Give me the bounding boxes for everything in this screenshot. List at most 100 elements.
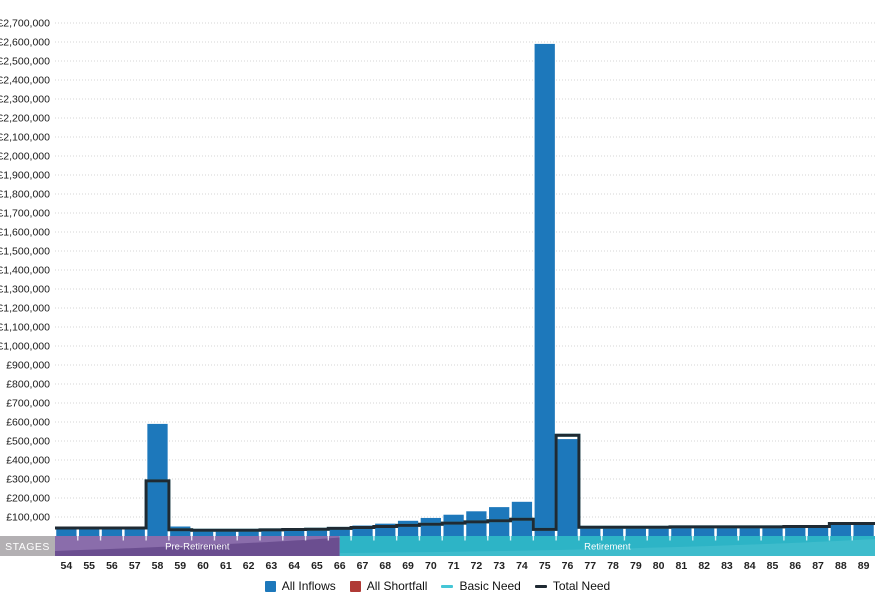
bar-all-inflows-age-71[interactable] xyxy=(443,514,464,536)
bar-all-inflows-age-57[interactable] xyxy=(124,528,145,536)
bar-all-inflows-age-88[interactable] xyxy=(830,524,851,536)
y-axis-label: £1,600,000 xyxy=(0,227,50,239)
y-axis-label: £2,100,000 xyxy=(0,132,50,144)
legend-item-total-need[interactable]: Total Need xyxy=(534,579,611,593)
x-axis-label: 77 xyxy=(584,560,596,572)
bar-all-inflows-age-83[interactable] xyxy=(716,528,738,536)
bar-all-inflows-age-81[interactable] xyxy=(671,528,692,536)
bar-all-inflows-age-54[interactable] xyxy=(56,528,77,536)
y-axis-label: £1,400,000 xyxy=(0,265,50,277)
bar-all-inflows-age-63[interactable] xyxy=(261,530,282,536)
x-axis: 54 55 56 57 58 59 60 61 62 63 64 65 66 67 68 69 70 71 72 73… xyxy=(61,560,870,572)
y-axis-label: £2,400,000 xyxy=(0,75,50,87)
x-axis-label: 67 xyxy=(357,560,369,572)
y-axis-label: £2,200,000 xyxy=(0,113,50,125)
all-shortfall-marker-icon xyxy=(349,580,361,592)
bar-all-inflows-age-80[interactable] xyxy=(648,528,669,536)
bar-all-inflows-age-64[interactable] xyxy=(284,530,305,536)
y-axis: £100,000 £200,000 £300,000 £400,000 £500,000… xyxy=(0,18,875,524)
bar-all-inflows-age-89[interactable] xyxy=(853,524,874,536)
y-axis-label: £1,700,000 xyxy=(0,208,50,220)
x-axis-label: 84 xyxy=(744,560,756,572)
y-axis-label: £1,900,000 xyxy=(0,170,50,182)
stages-band: Pre-Retirement Retirement xyxy=(55,536,875,556)
y-axis-label: £1,500,000 xyxy=(0,246,50,258)
x-axis-label: 69 xyxy=(402,560,414,572)
bar-all-inflows-age-59[interactable] xyxy=(170,526,191,537)
x-axis-label: 87 xyxy=(812,560,824,572)
y-axis-label: £1,800,000 xyxy=(0,189,50,201)
bar-all-inflows-age-82[interactable] xyxy=(694,528,715,536)
bar-all-inflows-age-77[interactable] xyxy=(580,528,601,536)
bar-all-inflows-age-84[interactable] xyxy=(739,527,760,536)
x-axis-label: 88 xyxy=(835,560,847,572)
bar-all-inflows-age-61[interactable] xyxy=(215,531,236,536)
x-axis-label: 70 xyxy=(425,560,437,572)
x-axis-label: 80 xyxy=(653,560,665,572)
bar-all-inflows-age-76[interactable] xyxy=(557,439,578,536)
y-axis-label: £2,600,000 xyxy=(0,37,50,49)
bar-all-inflows-age-69[interactable] xyxy=(397,520,419,536)
y-axis-label: £1,200,000 xyxy=(0,303,50,315)
legend-item-basic-need[interactable]: Basic Need xyxy=(441,579,521,593)
y-axis-label: £300,000 xyxy=(6,474,50,486)
bar-all-inflows-age-75[interactable] xyxy=(534,43,555,537)
x-axis-label: 59 xyxy=(174,560,186,572)
legend-item-label: Basic Need xyxy=(459,579,521,593)
x-axis-label: 83 xyxy=(721,560,733,572)
x-axis-label: 62 xyxy=(243,560,255,572)
stages-header-label: STAGES xyxy=(5,541,50,553)
x-axis-label: 75 xyxy=(539,560,551,572)
total-need-marker-icon xyxy=(534,584,547,588)
x-axis-label: 54 xyxy=(61,560,73,572)
bar-all-inflows-age-85[interactable] xyxy=(762,527,783,536)
x-axis-label: 85 xyxy=(767,560,779,572)
y-axis-label: £1,000,000 xyxy=(0,341,50,353)
legend-item-label: Total Need xyxy=(552,579,611,593)
legend-item-all-inflows[interactable]: All Inflows xyxy=(264,579,336,593)
y-axis-label: £2,300,000 xyxy=(0,94,50,106)
bar-all-inflows-age-72[interactable] xyxy=(466,511,487,536)
x-axis-label: 63 xyxy=(266,560,278,572)
x-axis-label: 71 xyxy=(448,560,460,572)
stage-swoosh xyxy=(339,539,875,556)
x-axis-label: 78 xyxy=(607,560,619,572)
line-total-need xyxy=(55,433,875,532)
bar-all-inflows-age-60[interactable] xyxy=(192,531,214,536)
x-axis-label: 79 xyxy=(630,560,642,572)
bar-all-inflows-age-70[interactable] xyxy=(420,517,441,536)
bar-all-inflows-age-86[interactable] xyxy=(785,527,806,536)
bar-all-inflows-age-56[interactable] xyxy=(101,528,123,536)
bar-all-inflows-age-87[interactable] xyxy=(807,527,829,536)
stage-swoosh xyxy=(55,537,340,556)
basic-need-marker-icon xyxy=(441,584,454,588)
y-axis-label: £100,000 xyxy=(6,512,50,524)
x-axis-label: 72 xyxy=(471,560,483,572)
x-axis-label: 64 xyxy=(288,560,300,572)
x-axis-label: 86 xyxy=(789,560,801,572)
y-axis-label: £600,000 xyxy=(6,417,50,429)
all-inflows-marker-icon xyxy=(264,580,276,592)
bar-all-inflows-age-79[interactable] xyxy=(625,528,646,536)
bar-all-inflows-age-62[interactable] xyxy=(238,531,259,536)
x-axis-label: 82 xyxy=(698,560,710,572)
bar-all-inflows-age-66[interactable] xyxy=(329,527,350,536)
y-axis-label: £2,700,000 xyxy=(0,18,50,30)
legend-item-label: All Shortfall xyxy=(366,579,428,593)
chart-legend: All Inflows All Shortfall Basic Need Total … xyxy=(0,576,875,596)
x-axis-label: 76 xyxy=(562,560,574,572)
bar-all-inflows-age-55[interactable] xyxy=(79,528,100,536)
y-axis-label: £800,000 xyxy=(6,379,50,391)
bar-all-inflows-age-67[interactable] xyxy=(352,525,373,536)
x-axis-label: 68 xyxy=(379,560,391,572)
x-axis-label: 61 xyxy=(220,560,232,572)
series-all-inflows xyxy=(56,43,874,537)
stage-label-retirement: Retirement xyxy=(584,542,631,553)
x-axis-label: 57 xyxy=(129,560,141,572)
legend-item-all-shortfall[interactable]: All Shortfall xyxy=(349,579,428,593)
x-axis-label: 73 xyxy=(493,560,505,572)
bar-all-inflows-age-65[interactable] xyxy=(306,529,328,536)
bar-all-inflows-age-78[interactable] xyxy=(602,528,624,536)
